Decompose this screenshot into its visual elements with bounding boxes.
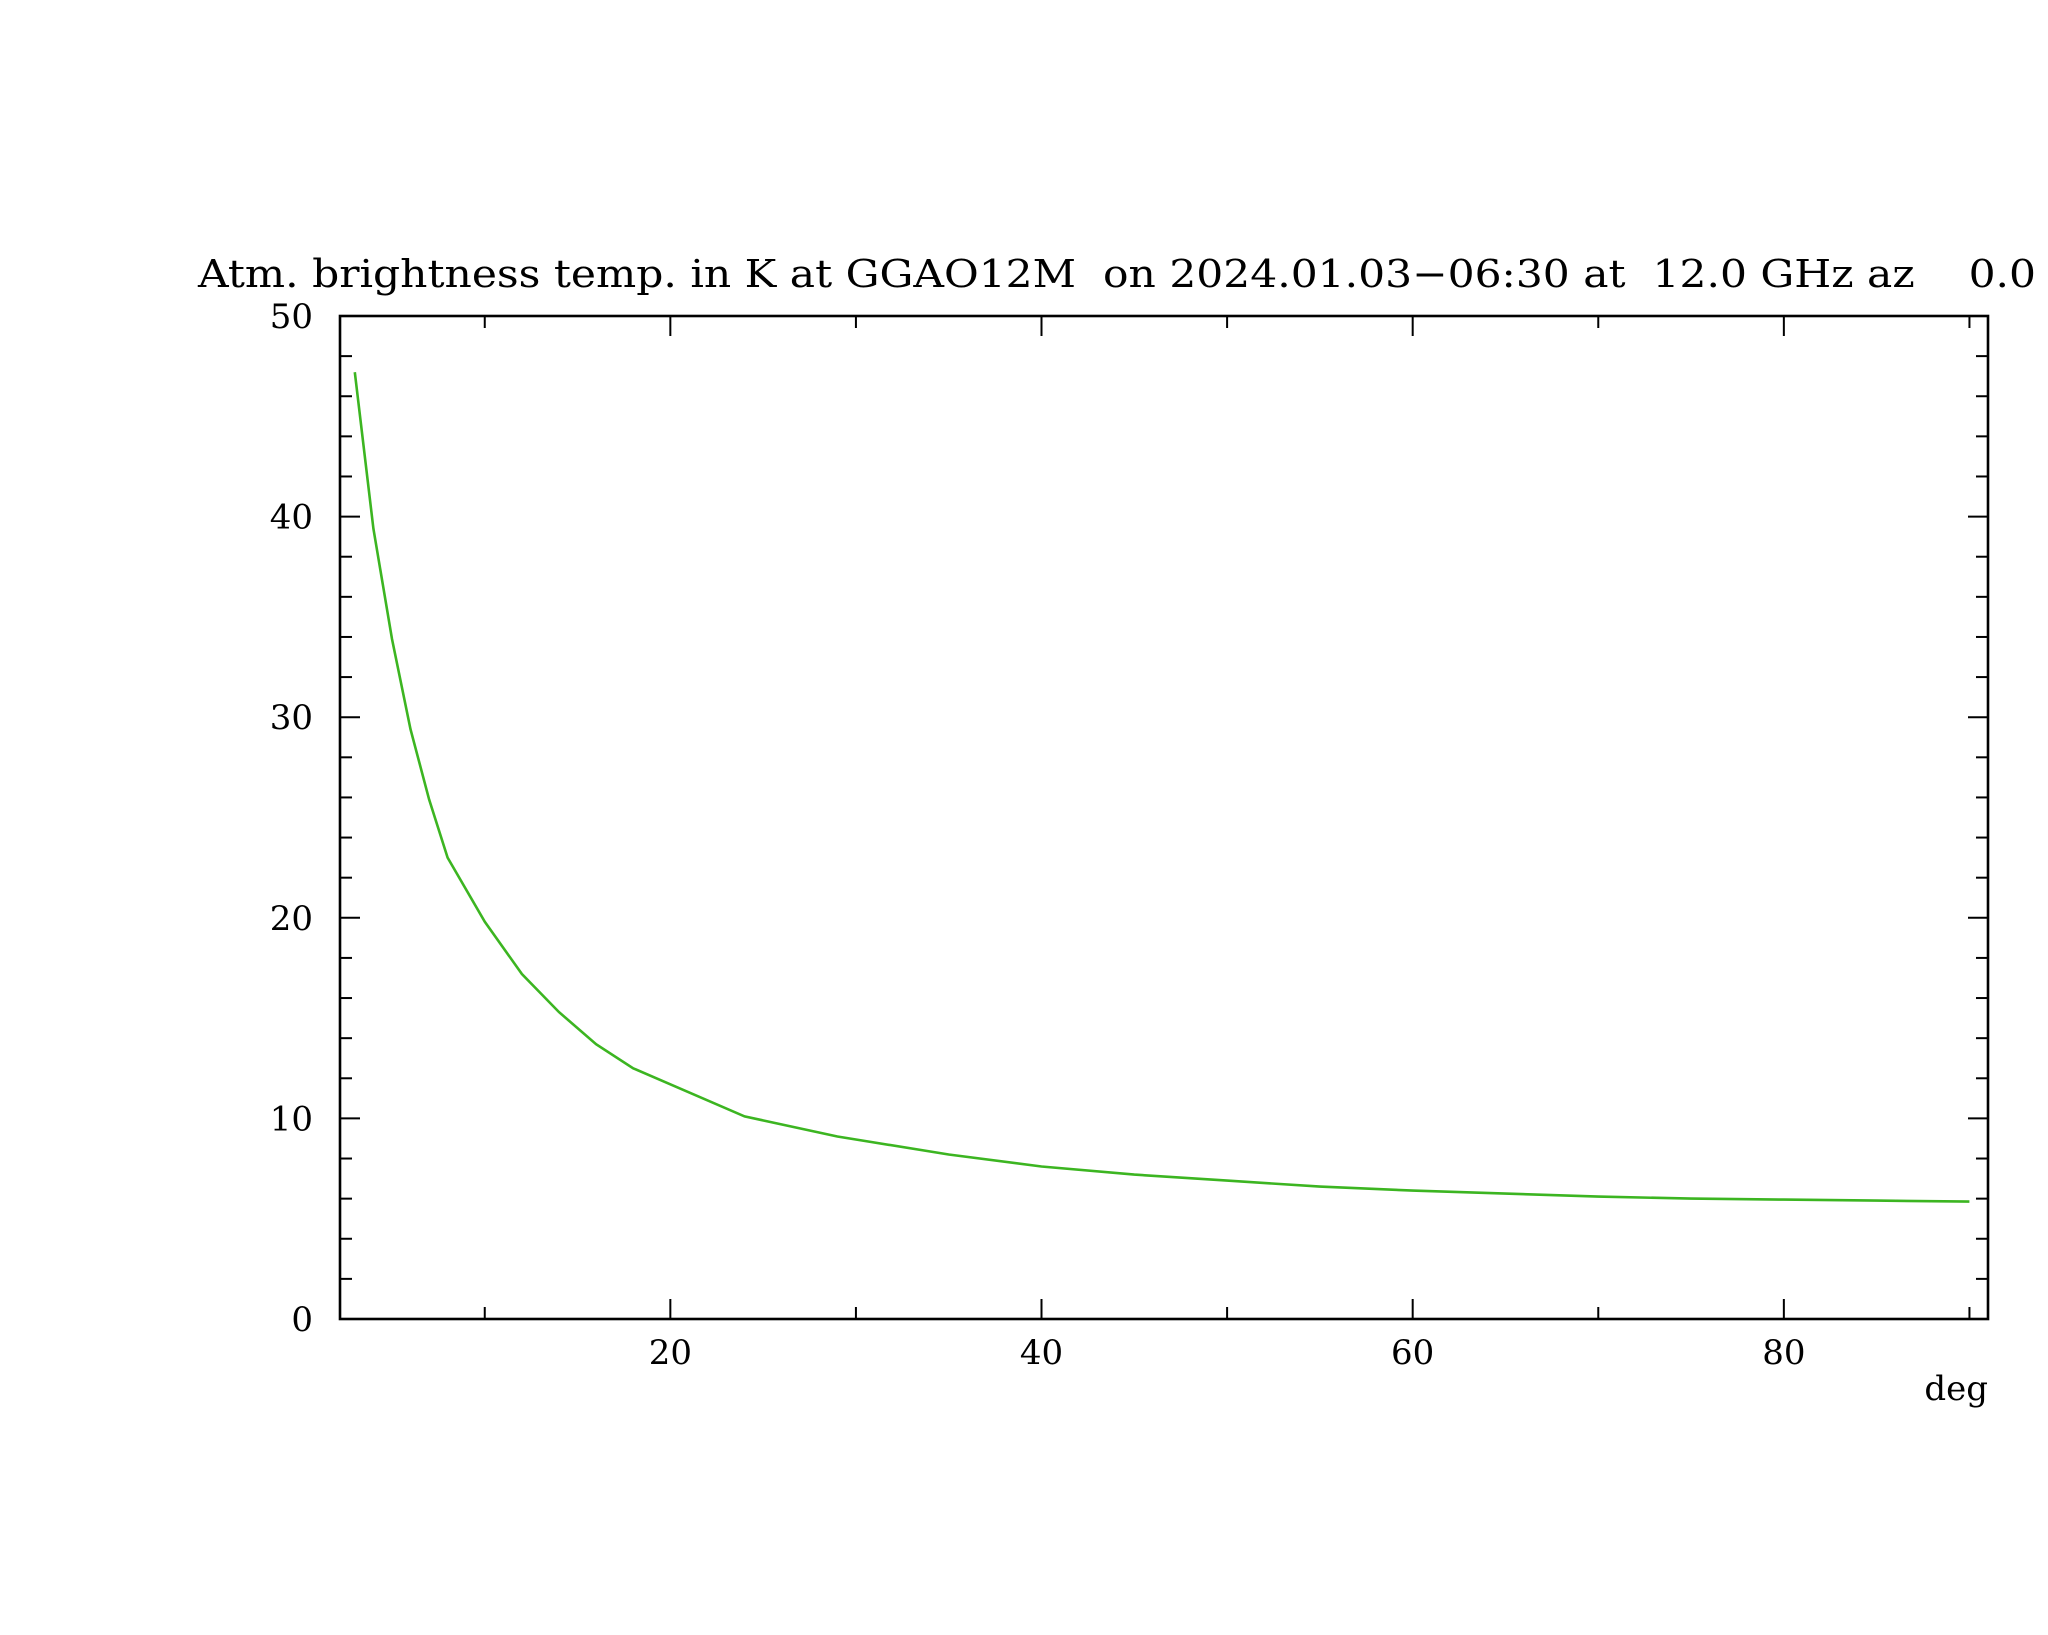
y-tick-label: 30 [270, 698, 313, 738]
y-tick-label: 40 [270, 498, 313, 538]
y-tick-label: 10 [270, 1099, 313, 1139]
x-axis-label: deg [1924, 1369, 1988, 1409]
x-tick-label: 60 [1391, 1333, 1434, 1373]
chart-title: Atm. brightness temp. in K at GGAO12M on… [197, 252, 2036, 296]
series-line [353, 372, 1970, 1203]
y-tick-label: 20 [270, 899, 313, 939]
axis-ticks [340, 315, 1988, 1320]
plot-frame [338, 314, 1990, 1321]
x-tick-label: 20 [649, 1333, 692, 1373]
x-tick-label: 80 [1762, 1333, 1805, 1373]
y-tick-label: 50 [270, 297, 313, 337]
x-tick-label: 40 [1020, 1333, 1063, 1373]
tick-labels: 20 40 60 80 0 10 20 30 40 50 [270, 297, 1806, 1373]
y-tick-label: 0 [291, 1300, 313, 1340]
